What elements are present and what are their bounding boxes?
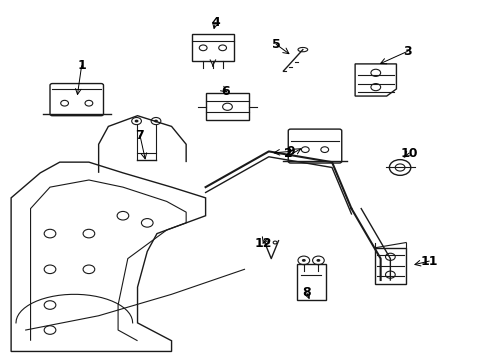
Bar	[374, 248, 406, 284]
Text: 3: 3	[402, 45, 411, 58]
Circle shape	[154, 120, 158, 122]
Text: 11: 11	[420, 255, 437, 267]
Circle shape	[316, 259, 320, 262]
Circle shape	[301, 259, 305, 262]
Text: 4: 4	[210, 16, 219, 29]
Text: 12: 12	[254, 237, 271, 250]
Text: 8: 8	[302, 286, 310, 299]
Text: 7: 7	[135, 129, 144, 142]
Text: 10: 10	[399, 147, 417, 160]
Text: 6: 6	[221, 85, 230, 98]
Text: 1: 1	[77, 59, 86, 72]
Circle shape	[134, 120, 138, 122]
Text: 2: 2	[284, 147, 292, 160]
Text: 9: 9	[286, 145, 294, 158]
Bar	[296, 264, 325, 300]
Bar	[205, 93, 249, 120]
Text: 5: 5	[271, 38, 280, 51]
